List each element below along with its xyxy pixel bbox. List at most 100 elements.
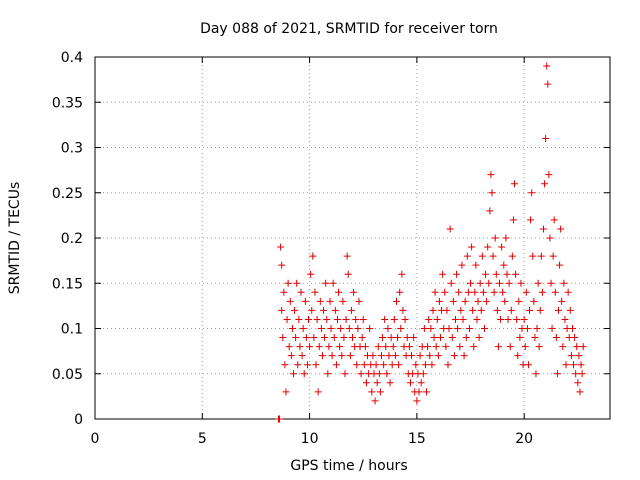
data-point xyxy=(285,343,293,351)
data-point xyxy=(408,352,416,360)
data-point xyxy=(570,361,578,369)
data-point xyxy=(464,288,472,296)
y-tick-label: 0.1 xyxy=(61,322,83,338)
data-point xyxy=(416,352,424,360)
data-point xyxy=(384,325,392,332)
data-point xyxy=(427,325,435,332)
data-point xyxy=(500,261,508,269)
data-point xyxy=(531,334,539,342)
data-point xyxy=(305,315,313,323)
data-point xyxy=(508,252,516,260)
data-point xyxy=(420,325,428,332)
y-tick-label: 0.4 xyxy=(61,50,83,66)
y-tick-label: 0.2 xyxy=(61,231,83,247)
data-point xyxy=(296,343,304,351)
data-point xyxy=(469,306,477,314)
data-point xyxy=(322,279,330,287)
data-point xyxy=(516,334,524,342)
data-point xyxy=(456,343,464,351)
data-point xyxy=(522,288,530,296)
grid-lines xyxy=(95,57,610,419)
data-point xyxy=(410,334,418,342)
data-point xyxy=(567,352,575,360)
data-point xyxy=(291,306,299,314)
data-point xyxy=(468,243,476,251)
data-point xyxy=(493,306,501,314)
data-point xyxy=(295,315,303,323)
data-point xyxy=(279,334,287,342)
data-point xyxy=(320,306,328,314)
data-point xyxy=(542,134,550,142)
axis-ticks: 0 0.05 0.1 0.15 0.2 0.25 0.3 0.35 0.4 0 5 10 15 20 xyxy=(52,50,610,447)
data-point xyxy=(368,388,376,396)
data-point xyxy=(543,62,551,70)
data-point xyxy=(436,334,444,342)
data-point xyxy=(547,279,555,287)
data-point xyxy=(298,352,306,360)
data-point xyxy=(559,343,567,351)
data-point xyxy=(526,306,534,314)
data-point xyxy=(446,225,454,233)
x-tick-label: 10 xyxy=(301,431,319,447)
data-point xyxy=(512,270,520,278)
data-point xyxy=(397,325,405,332)
data-point xyxy=(359,315,367,323)
data-point xyxy=(546,234,554,242)
data-point xyxy=(328,352,336,360)
data-point xyxy=(350,288,358,296)
data-point xyxy=(441,288,449,296)
data-point xyxy=(527,216,535,224)
data-point xyxy=(386,379,394,387)
data-point xyxy=(450,352,458,360)
data-point xyxy=(287,352,295,360)
data-point xyxy=(276,415,284,423)
data-point xyxy=(406,379,414,387)
data-point xyxy=(399,306,407,314)
data-point xyxy=(574,379,582,387)
data-point xyxy=(383,370,391,378)
data-point xyxy=(568,325,576,332)
data-point xyxy=(332,361,340,369)
data-point xyxy=(312,361,320,369)
data-point xyxy=(281,361,289,369)
data-point xyxy=(536,306,544,314)
data-point xyxy=(490,288,498,296)
data-point xyxy=(362,379,370,387)
y-axis-label: SRMTID / TECUs xyxy=(7,182,23,295)
data-point xyxy=(401,315,409,323)
data-point xyxy=(430,334,438,342)
data-point xyxy=(497,315,505,323)
data-point xyxy=(403,334,411,342)
data-point xyxy=(317,325,325,332)
plot-frame xyxy=(94,56,611,420)
data-point xyxy=(460,352,468,360)
data-point xyxy=(310,334,318,342)
data-point xyxy=(329,279,337,287)
data-point xyxy=(388,361,396,369)
data-point xyxy=(509,216,517,224)
data-point xyxy=(579,343,587,351)
data-point xyxy=(412,361,420,369)
data-point xyxy=(343,252,351,260)
data-point xyxy=(293,279,301,287)
data-point xyxy=(452,315,459,323)
data-point xyxy=(278,261,286,269)
data-point xyxy=(528,189,536,197)
data-point xyxy=(487,171,495,179)
data-point xyxy=(324,370,332,378)
data-point xyxy=(354,325,362,332)
data-point xyxy=(284,279,292,287)
data-point xyxy=(444,361,452,369)
data-point xyxy=(566,306,574,314)
data-point xyxy=(330,334,338,342)
data-point xyxy=(423,388,431,396)
data-point xyxy=(539,225,547,233)
data-point xyxy=(433,315,441,323)
x-tick-label: 15 xyxy=(408,431,426,447)
data-point xyxy=(491,234,499,242)
data-point xyxy=(429,306,437,314)
data-point xyxy=(282,388,290,396)
data-point xyxy=(483,297,491,305)
data-point xyxy=(280,288,288,296)
